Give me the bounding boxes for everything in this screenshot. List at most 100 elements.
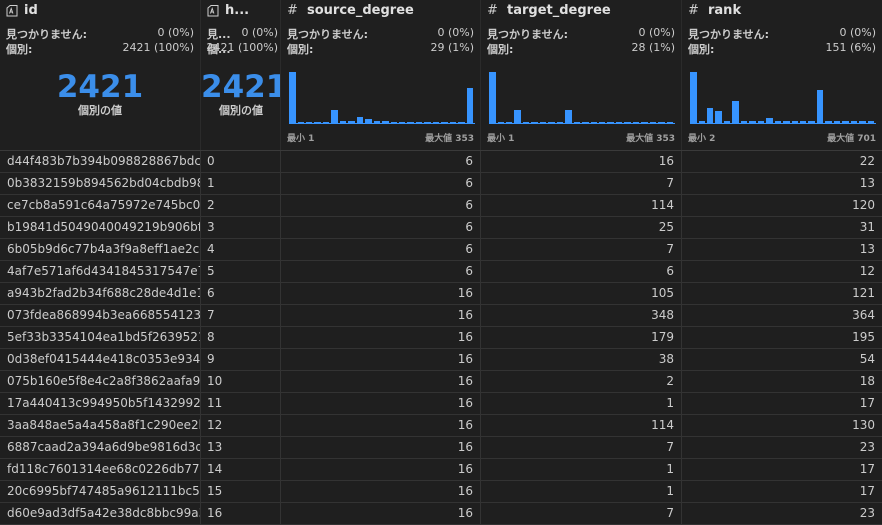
histogram-bar[interactable] [859, 121, 866, 124]
histogram-bar[interactable] [331, 110, 338, 124]
table-row[interactable]: 6b05b9d6c77b4a3f9a8eff1ae2cd39d467 13 [0, 239, 882, 261]
histogram-bar[interactable] [573, 122, 580, 124]
histogram-bar[interactable] [690, 72, 697, 124]
cell-rank[interactable]: 31 [859, 220, 875, 234]
histogram-bar[interactable] [833, 121, 841, 124]
table-row[interactable]: a943b2fad2b34f688c28de4d1e17640616105 121 [0, 283, 882, 305]
cell-h[interactable]: 8 [201, 327, 281, 348]
histogram-bar[interactable] [666, 122, 673, 124]
cell-id[interactable]: 0b3832159b894562bd04cbdb988bf8 [0, 173, 201, 194]
column-title-h[interactable]: h... [207, 3, 249, 18]
cell-source-degree[interactable]: 16 [281, 283, 481, 304]
histogram-bar[interactable] [607, 122, 614, 124]
histogram-bar[interactable] [365, 119, 372, 124]
histogram-bar[interactable] [441, 122, 448, 124]
histogram-bar[interactable] [808, 121, 815, 124]
cell-target-degree[interactable]: 7 [481, 437, 682, 458]
cell-rank[interactable]: 13 [859, 176, 875, 190]
histogram-bar[interactable] [432, 122, 440, 124]
histogram-bar[interactable] [539, 122, 547, 124]
column-header-h[interactable]: h... 見... 0 (0%) 個... 2421 (100%) 2421 個… [201, 0, 281, 150]
cell-source-degree[interactable]: 16 [281, 437, 481, 458]
cell-target-degree[interactable]: 114 [481, 415, 682, 436]
histogram-bar[interactable] [598, 122, 606, 124]
histogram-bar[interactable] [458, 122, 465, 124]
histogram-bar[interactable] [740, 121, 748, 124]
table-row[interactable]: fd118c7601314ee68c0226db771ef0c14161 17 [0, 459, 882, 481]
histogram-bar[interactable] [339, 121, 347, 124]
cell-h[interactable]: 16 [201, 503, 281, 524]
cell-source-degree[interactable]: 16 [281, 503, 481, 524]
histogram-bar[interactable] [825, 121, 832, 124]
cell-source-degree[interactable]: 6 [281, 151, 481, 172]
cell-h[interactable]: 6 [201, 283, 281, 304]
cell-target-degree[interactable]: 7 [481, 239, 682, 260]
histogram-bar[interactable] [783, 121, 790, 124]
cell-h[interactable]: 13 [201, 437, 281, 458]
table-row[interactable]: 5ef33b3354104ea1bd5f263952144f7816179 195 [0, 327, 882, 349]
histogram-bar[interactable] [757, 121, 765, 124]
cell-source-degree[interactable]: 6 [281, 173, 481, 194]
cell-target-degree[interactable]: 2 [481, 371, 682, 392]
cell-id[interactable]: d60e9ad3df5a42e38dc8bbc99a35f1c [0, 503, 201, 524]
column-title-target-degree[interactable]: # target_degree [487, 3, 611, 18]
cell-id[interactable]: d44f483b7b394b098828867bdc524a [0, 151, 201, 172]
column-title-source-degree[interactable]: # source_degree [287, 3, 414, 18]
cell-id[interactable]: 075b160e5f8e4c2a8f3862aafa936da0 [0, 371, 201, 392]
cell-target-degree[interactable]: 348 [481, 305, 682, 326]
cell-source-degree[interactable]: 6 [281, 217, 481, 238]
histogram-bar[interactable] [774, 121, 781, 124]
cell-rank[interactable]: 17 [859, 462, 875, 476]
cell-id[interactable]: b19841d5049040049219b906bf9d23 [0, 217, 201, 238]
cell-target-degree[interactable]: 114 [481, 195, 682, 216]
cell-rank[interactable]: 17 [859, 484, 875, 498]
cell-source-degree[interactable]: 6 [281, 239, 481, 260]
cell-source-degree[interactable]: 16 [281, 459, 481, 480]
histogram-bar[interactable] [373, 121, 380, 124]
histogram-bar[interactable] [497, 122, 504, 124]
cell-id[interactable]: 6b05b9d6c77b4a3f9a8eff1ae2cd39d [0, 239, 201, 260]
histogram-bar[interactable] [322, 122, 330, 124]
cell-target-degree[interactable]: 105 [481, 283, 682, 304]
cell-rank[interactable]: 22 [859, 154, 875, 168]
histogram-bar[interactable] [842, 121, 849, 124]
histogram-bar[interactable] [766, 118, 773, 124]
cell-rank[interactable]: 23 [859, 440, 875, 454]
histogram-bar[interactable] [749, 121, 756, 124]
cell-target-degree[interactable]: 7 [481, 173, 682, 194]
cell-rank[interactable]: 130 [852, 418, 875, 432]
cell-id[interactable]: 3aa848ae5a4a458a8f1c290ee2b32a0 [0, 415, 201, 436]
histogram-bar[interactable] [850, 121, 858, 124]
cell-rank[interactable]: 364 [852, 308, 875, 322]
histogram-bar[interactable] [867, 121, 874, 124]
histogram-bar[interactable] [548, 122, 555, 124]
column-header-id[interactable]: id 見つかりません: 0 (0%) 個別: 2421 (100%) 2421 … [0, 0, 201, 150]
histogram-bar[interactable] [641, 122, 648, 124]
table-row[interactable]: 073fdea868994b3ea6685541233761716348 364 [0, 305, 882, 327]
histogram-bar[interactable] [624, 122, 631, 124]
cell-target-degree[interactable]: 6 [481, 261, 682, 282]
cell-target-degree[interactable]: 1 [481, 393, 682, 414]
cell-rank[interactable]: 17 [859, 396, 875, 410]
cell-source-degree[interactable]: 16 [281, 415, 481, 436]
cell-id[interactable]: 0d38ef0415444e418c0353e9349df39 [0, 349, 201, 370]
table-row[interactable]: 20c6995bf747485a9612111bc517b615161 17 [0, 481, 882, 503]
histogram-bar[interactable] [732, 101, 739, 124]
cell-target-degree[interactable]: 38 [481, 349, 682, 370]
cell-h[interactable]: 0 [201, 151, 281, 172]
histogram-bar[interactable] [382, 121, 389, 124]
cell-target-degree[interactable]: 179 [481, 327, 682, 348]
cell-h[interactable]: 14 [201, 459, 281, 480]
table-row[interactable]: 075b160e5f8e4c2a8f3862aafa936da010162 18 [0, 371, 882, 393]
cell-rank[interactable]: 23 [859, 506, 875, 520]
histogram-bar[interactable] [449, 122, 457, 124]
table-row[interactable]: d44f483b7b394b098828867bdc524a0616 22 [0, 151, 882, 173]
cell-h[interactable]: 9 [201, 349, 281, 370]
table-row[interactable]: 3aa848ae5a4a458a8f1c290ee2b32a01216114 13… [0, 415, 882, 437]
cell-h[interactable]: 7 [201, 305, 281, 326]
cell-id[interactable]: 5ef33b3354104ea1bd5f263952144f7 [0, 327, 201, 348]
histogram-bar[interactable] [649, 122, 657, 124]
cell-id[interactable]: 4af7e571af6d4341845317547e7de9e [0, 261, 201, 282]
histogram-bar[interactable] [565, 110, 572, 124]
histogram-bar[interactable] [658, 122, 665, 124]
